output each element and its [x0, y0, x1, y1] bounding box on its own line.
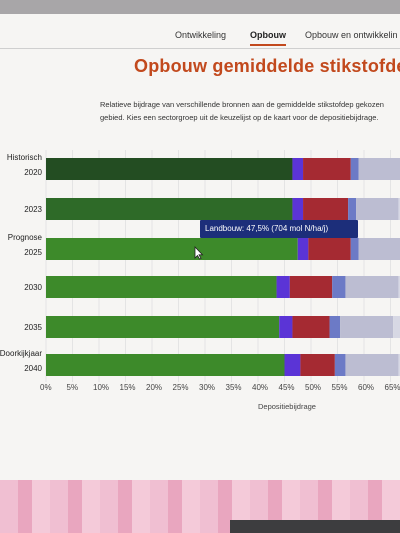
x-tick-label: 55%: [331, 383, 348, 392]
tab-opbouw-en-ontwikkeling[interactable]: Opbouw en ontwikkelin: [305, 30, 398, 40]
row-year-label: 2025: [24, 248, 42, 257]
mouse-cursor-icon: [194, 246, 204, 260]
page-title: Opbouw gemiddelde stikstofdep: [134, 56, 400, 76]
row-label: Historisch 2020: [7, 152, 42, 178]
x-tick-label: 30%: [199, 383, 216, 392]
row-group-label: Doorkijkjaar: [0, 349, 42, 358]
row-label: Prognose 2025: [8, 232, 42, 258]
row-group-label: Historisch: [6, 153, 42, 162]
page-description: Relatieve bijdrage van verschillende bro…: [100, 100, 384, 122]
x-tick-label: 45%: [278, 383, 295, 392]
row-year-label: 2040: [24, 364, 42, 373]
x-tick-label: 35%: [225, 383, 242, 392]
x-axis-label: Depositiebijdrage: [258, 402, 316, 411]
x-tick-label: 10%: [93, 383, 110, 392]
row-label: 2023: [24, 204, 42, 215]
x-tick-label: 25%: [172, 383, 189, 392]
tab-bar: Ontwikkeling Opbouw Opbouw en ontwikkeli…: [0, 22, 400, 49]
bar-tooltip: Landbouw: 47,5% (704 mol N/ha/j): [200, 220, 358, 238]
x-tick-label: 60%: [358, 383, 375, 392]
x-tick-label: 65%: [384, 383, 400, 392]
row-label: Doorkijkjaar 2040: [0, 348, 42, 374]
x-tick-label: 0%: [40, 383, 52, 392]
row-label: 2035: [24, 322, 42, 333]
tab-opbouw[interactable]: Opbouw: [250, 30, 286, 46]
row-label: 2030: [24, 282, 42, 293]
taskbar-strip: [230, 520, 400, 533]
row-year-label: 2020: [24, 168, 42, 177]
row-group-label: Prognose: [7, 233, 42, 242]
window-top-bar: [0, 0, 400, 14]
x-tick-label: 15%: [119, 383, 136, 392]
row-year-label: 2035: [24, 323, 42, 332]
x-tick-label: 5%: [66, 383, 79, 392]
x-tick-label: 20%: [146, 383, 163, 392]
row-year-label: 2023: [24, 205, 42, 214]
row-year-label: 2030: [24, 283, 42, 292]
x-tick-label: 40%: [252, 383, 269, 392]
tab-ontwikkeling[interactable]: Ontwikkeling: [175, 30, 227, 40]
x-tick-label: 50%: [305, 383, 322, 392]
